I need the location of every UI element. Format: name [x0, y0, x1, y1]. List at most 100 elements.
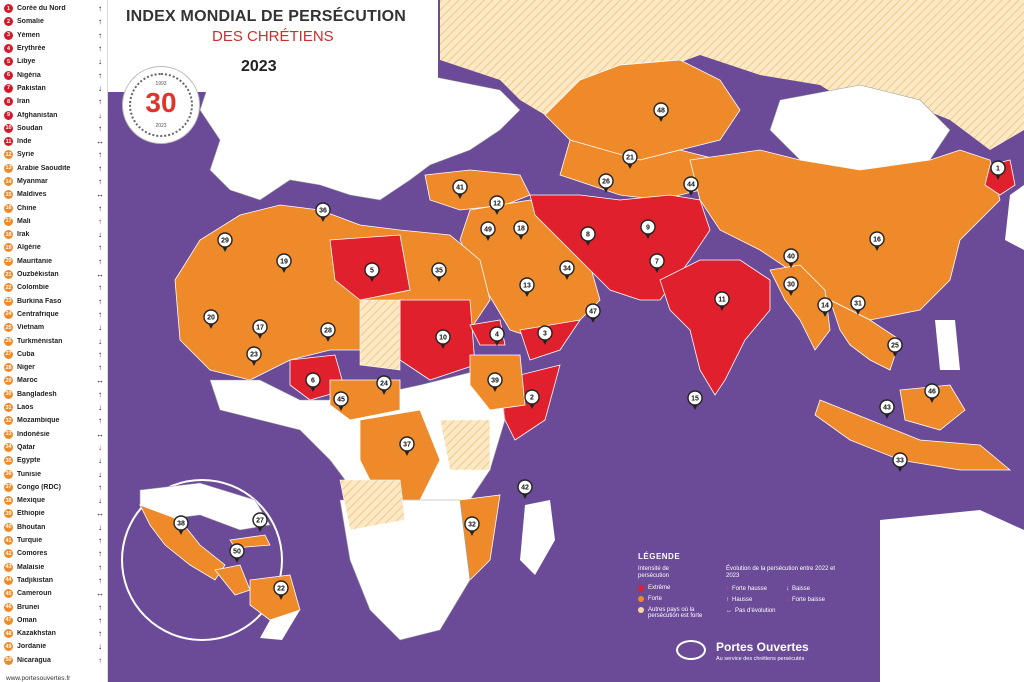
map-pin[interactable]: 31 [850, 295, 866, 315]
map-pin[interactable]: 11 [714, 291, 730, 311]
map-pin[interactable]: 34 [559, 260, 575, 280]
map-pin[interactable]: 4 [489, 326, 505, 346]
map-pin[interactable]: 41 [452, 179, 468, 199]
ranking-item: 17 Mali ↑ [4, 215, 107, 228]
country-name: Turkménistan [17, 337, 63, 345]
up-arrow-icon: ↑ [98, 549, 102, 559]
pin-circle [333, 391, 349, 407]
map-pin[interactable]: 13 [519, 277, 535, 297]
ranking-item: 37 Congo (RDC) ↑ [4, 481, 107, 494]
map-pin[interactable]: 5 [364, 262, 380, 282]
up-arrow-icon: ↑ [98, 123, 102, 133]
map-pin[interactable]: 48 [653, 102, 669, 122]
map-pin[interactable]: 38 [173, 515, 189, 535]
country-name: Bhoutan [17, 523, 46, 531]
up-arrow-icon: ↑ [98, 575, 102, 585]
ranking-item: 44 Tadjikistan ↑ [4, 574, 107, 587]
south-america-inset [260, 610, 300, 640]
map-pin[interactable]: 3 [537, 325, 553, 345]
ranking-item: 6 Nigéria ↑ [4, 68, 107, 81]
website-url[interactable]: www.portesouvertes.fr [6, 675, 71, 682]
pin-label: 4 [495, 332, 499, 339]
ranking-item: 47 Oman ↑ [4, 614, 107, 627]
map-pin[interactable]: 2 [524, 389, 540, 409]
map-pin[interactable]: 26 [598, 173, 614, 193]
pin-label: 1 [996, 166, 1000, 173]
map-pin[interactable]: 14 [817, 297, 833, 317]
map-pin[interactable]: 49 [480, 221, 496, 241]
ranking-item: 35 Égypte ↓ [4, 454, 107, 467]
country-name: Maroc [17, 377, 38, 385]
ranking-item: 22 Colombie ↑ [4, 281, 107, 294]
pin-circle [879, 399, 895, 415]
map-pin[interactable]: 32 [464, 516, 480, 536]
pin-label: 20 [207, 315, 215, 322]
map-pin[interactable]: 25 [887, 337, 903, 357]
pin-circle [537, 325, 553, 341]
badge-year-start: 1993 [155, 81, 167, 87]
map-pin[interactable]: 47 [585, 303, 601, 323]
map-pin[interactable]: 43 [879, 399, 895, 419]
map-pin[interactable]: 39 [487, 372, 503, 392]
rank-number: 10 [4, 123, 13, 133]
country-name: Tadjikistan [17, 576, 54, 584]
pin-circle [489, 326, 505, 342]
map-pin[interactable]: 27 [252, 512, 268, 532]
pin-circle [580, 226, 596, 242]
pin-label: 9 [646, 225, 650, 232]
ranking-item: 13 Arabie Saoudite ↑ [4, 162, 107, 175]
map-pin[interactable]: 42 [517, 479, 533, 499]
pin-circle [320, 322, 336, 338]
map-pin[interactable]: 6 [305, 372, 321, 392]
strong-down-arrow-icon: ↓ [786, 597, 789, 603]
map-pin[interactable]: 30 [783, 276, 799, 296]
rank-number: 9 [4, 110, 13, 120]
pin-label: 8 [586, 232, 590, 239]
map-pin[interactable]: 24 [376, 375, 392, 395]
pin-label: 7 [655, 259, 659, 266]
map-pin[interactable]: 20 [203, 309, 219, 329]
extreme-swatch [638, 585, 644, 591]
map-pin[interactable]: 1 [990, 160, 1006, 180]
map-pin[interactable]: 50 [229, 543, 245, 563]
pin-circle [513, 220, 529, 236]
map-pin[interactable]: 17 [252, 319, 268, 339]
map-pin[interactable]: 40 [783, 248, 799, 268]
map-pin[interactable]: 45 [333, 391, 349, 411]
map-pin[interactable]: 22 [273, 580, 289, 600]
map-pin[interactable]: 36 [315, 202, 331, 222]
map-pin[interactable]: 10 [435, 329, 451, 349]
map-pin[interactable]: 12 [489, 195, 505, 215]
rank-number: 32 [4, 416, 13, 426]
fish-logo-icon [676, 640, 706, 660]
rank-number: 40 [4, 522, 13, 532]
map-pin[interactable]: 19 [276, 253, 292, 273]
map-pin[interactable]: 9 [640, 219, 656, 239]
map-pin[interactable]: 33 [892, 452, 908, 472]
legend-item-other: Autres pays où la persécution est forte [638, 607, 706, 619]
map-pin[interactable]: 16 [869, 231, 885, 251]
map-pin[interactable]: 35 [431, 262, 447, 282]
map-pin[interactable]: 7 [649, 253, 665, 273]
rank-number: 1 [4, 4, 13, 14]
map-pin[interactable]: 46 [924, 383, 940, 403]
map-pin[interactable]: 23 [246, 346, 262, 366]
pin-circle [464, 516, 480, 532]
country-name: Chine [17, 204, 37, 212]
pin-circle [252, 512, 268, 528]
map-pin[interactable]: 28 [320, 322, 336, 342]
ranking-item: 48 Kazakhstan ↑ [4, 627, 107, 640]
same-arrow-icon: ↔ [96, 190, 104, 200]
map-pin[interactable]: 44 [683, 176, 699, 196]
page-title: INDEX MONDIAL DE PERSÉCUTION [126, 8, 406, 25]
map-pin[interactable]: 18 [513, 220, 529, 240]
country-name: Jordanie [17, 643, 47, 651]
map-pin[interactable]: 21 [622, 149, 638, 169]
legend-label-same: Pas d'évolution [735, 608, 776, 614]
map-pin[interactable]: 37 [399, 436, 415, 456]
ranking-item: 28 Niger ↑ [4, 361, 107, 374]
map-pin[interactable]: 29 [217, 232, 233, 252]
map-pin[interactable]: 8 [580, 226, 596, 246]
pin-label: 27 [256, 518, 264, 525]
map-pin[interactable]: 15 [687, 390, 703, 410]
